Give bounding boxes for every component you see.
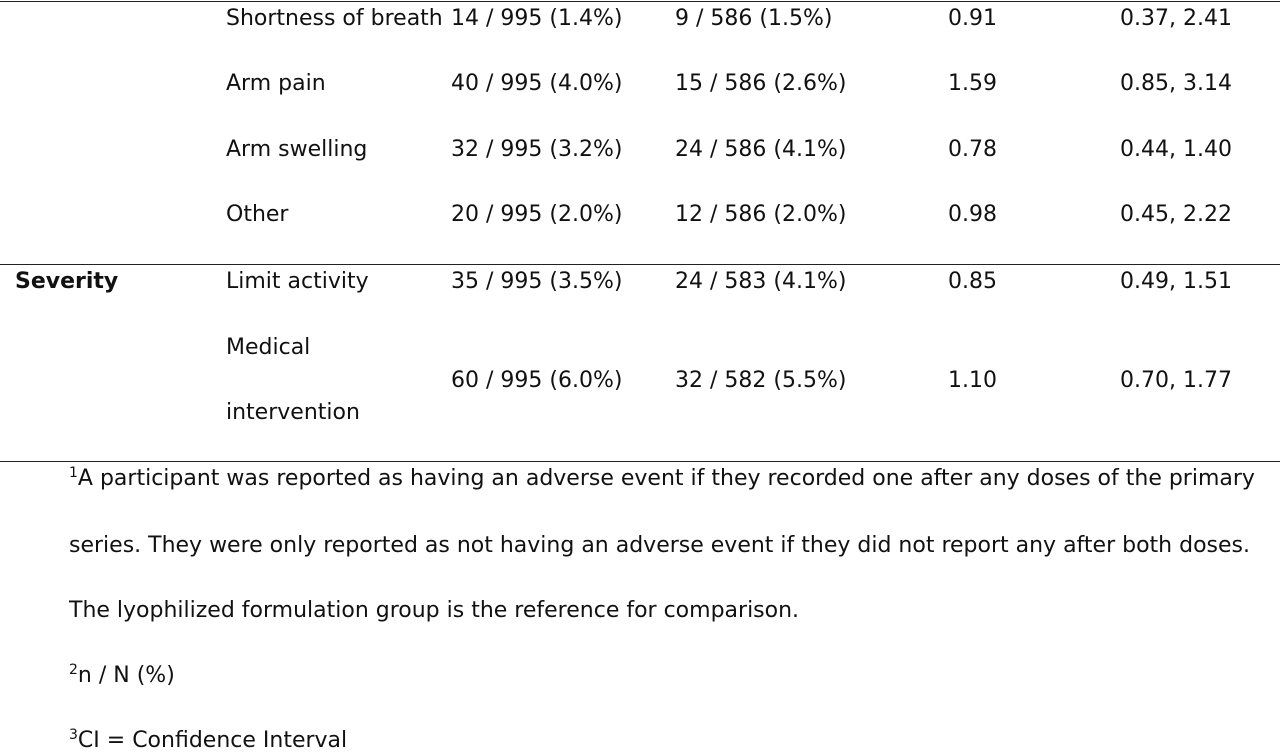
footnote-1-line1: 1A participant was reported as having an… <box>69 465 1255 494</box>
row-item-line1: Medical <box>226 335 311 360</box>
table-bottom-rule <box>0 461 1280 462</box>
footnote-2-marker: 2 <box>69 662 78 678</box>
row-col1: 32 / 995 (3.2%) <box>451 137 623 162</box>
row-ratio: 0.91 <box>948 6 997 31</box>
table-top-rule <box>0 1 1280 2</box>
footnote-1-marker: 1 <box>69 465 78 481</box>
row-col1: 60 / 995 (6.0%) <box>451 368 623 393</box>
footnote-2: 2n / N (%) <box>69 662 175 691</box>
row-ratio: 1.10 <box>948 368 997 393</box>
footnote-2-text: n / N (%) <box>77 663 175 688</box>
footnote-3: 3CI = Confidence Interval <box>69 727 348 756</box>
row-col1: 35 / 995 (3.5%) <box>451 269 623 294</box>
row-ratio: 0.85 <box>948 269 997 294</box>
row-col1: 40 / 995 (4.0%) <box>451 71 623 96</box>
row-item-line2: intervention <box>226 400 360 425</box>
row-col2: 24 / 583 (4.1%) <box>675 269 847 294</box>
row-ci: 0.85, 3.14 <box>1120 71 1232 96</box>
footnote-1-text: A participant was reported as having an … <box>77 466 1255 491</box>
row-col2: 32 / 582 (5.5%) <box>675 368 847 393</box>
row-ci: 0.37, 2.41 <box>1120 6 1232 31</box>
row-ratio: 1.59 <box>948 71 997 96</box>
row-group-label: Severity <box>15 269 119 294</box>
row-item: Arm swelling <box>226 137 368 162</box>
row-col1: 20 / 995 (2.0%) <box>451 202 623 227</box>
row-ratio: 0.98 <box>948 202 997 227</box>
footnote-1-line3: The lyophilized formulation group is the… <box>69 598 800 623</box>
row-col2: 9 / 586 (1.5%) <box>675 6 833 31</box>
row-ci: 0.49, 1.51 <box>1120 269 1232 294</box>
row-ratio: 0.78 <box>948 137 997 162</box>
footnote-1-line2: series. They were only reported as not h… <box>69 533 1250 558</box>
row-col2: 15 / 586 (2.6%) <box>675 71 847 96</box>
row-item: Arm pain <box>226 71 326 96</box>
row-ci: 0.45, 2.22 <box>1120 202 1232 227</box>
row-ci: 0.70, 1.77 <box>1120 368 1232 393</box>
footnote-3-marker: 3 <box>69 727 78 743</box>
row-col2: 24 / 586 (4.1%) <box>675 137 847 162</box>
row-item: Shortness of breath <box>226 6 443 31</box>
row-item: Limit activity <box>226 269 369 294</box>
row-ci: 0.44, 1.40 <box>1120 137 1232 162</box>
row-col1: 14 / 995 (1.4%) <box>451 6 623 31</box>
row-item: Other <box>226 202 289 227</box>
row-col2: 12 / 586 (2.0%) <box>675 202 847 227</box>
footnote-3-text: CI = Confidence Interval <box>77 728 348 753</box>
section-divider <box>0 264 1280 265</box>
